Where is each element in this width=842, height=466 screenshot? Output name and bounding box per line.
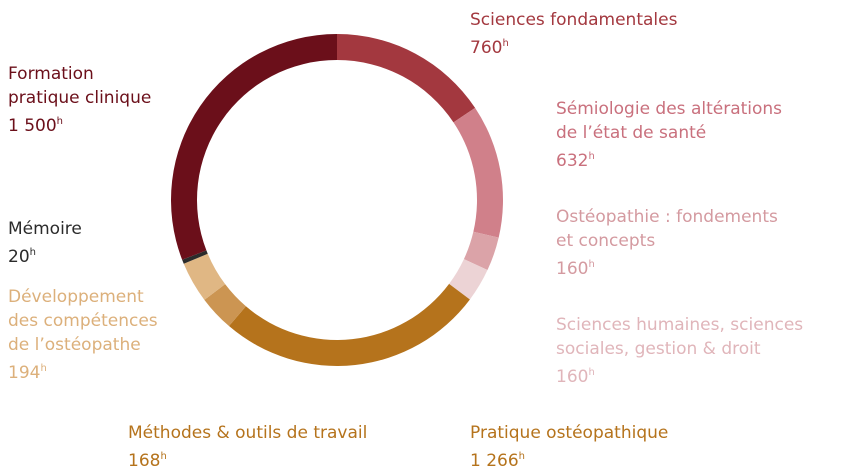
donut-segment (182, 250, 208, 264)
donut-segment (449, 259, 488, 300)
value-label: 168 (128, 451, 161, 466)
segment-label: Sciences humaines, sciences sociales, ge… (556, 313, 803, 389)
unit: h (588, 259, 595, 270)
segment-label: Sémiologie des altérations de l’état de … (556, 97, 782, 173)
category-name: Sciences fondamentales (470, 10, 678, 30)
value-label: 1 500 (8, 116, 57, 136)
unit: h (588, 367, 595, 378)
unit: h (518, 451, 526, 462)
segment-label: Développement des compétences de l’ostéo… (8, 285, 158, 385)
donut-segment (204, 284, 246, 327)
segment-label: Méthodes & outils de travail 168h (128, 421, 367, 466)
unit: h (588, 151, 595, 162)
unit: h (40, 363, 47, 374)
segment-label: Pratique ostéopathique 1 266h (470, 421, 668, 466)
value-label: 632 (556, 151, 589, 171)
segment-label: Ostéopathie : fondements et concepts 160h (556, 205, 778, 281)
unit: h (56, 116, 64, 127)
category-name: Sciences humaines, sciences sociales, ge… (556, 315, 804, 359)
donut-segment (453, 107, 503, 238)
value-label: 194 (8, 363, 41, 383)
donut-segment (183, 253, 226, 300)
unit: h (502, 38, 509, 49)
category-name: Mémoire (8, 219, 82, 239)
category-name: Méthodes & outils de travail (128, 423, 368, 443)
value-label: 160 (556, 259, 589, 279)
segment-label: Formation pratique clinique 1 500h (8, 62, 151, 138)
unit: h (160, 451, 167, 462)
donut-segment (171, 34, 337, 260)
category-name: Ostéopathie : fondements et concepts (556, 207, 778, 251)
value-label: 20 (8, 247, 30, 267)
segment-label: Sciences fondamentales 760h (470, 8, 677, 60)
value-label: 1 266 (470, 451, 519, 466)
category-name: Sémiologie des altérations de l’état de … (556, 99, 783, 143)
donut-segment (228, 283, 470, 366)
segment-label: Mémoire 20h (8, 217, 82, 269)
category-name: Développement des compétences de l’ostéo… (8, 287, 158, 355)
donut-segment (463, 231, 499, 271)
value-label: 160 (556, 367, 589, 387)
donut-segment (337, 34, 476, 123)
category-name: Pratique ostéopathique (470, 423, 669, 443)
category-name: Formation pratique clinique (8, 64, 152, 108)
unit: h (29, 247, 36, 258)
value-label: 760 (470, 38, 503, 58)
